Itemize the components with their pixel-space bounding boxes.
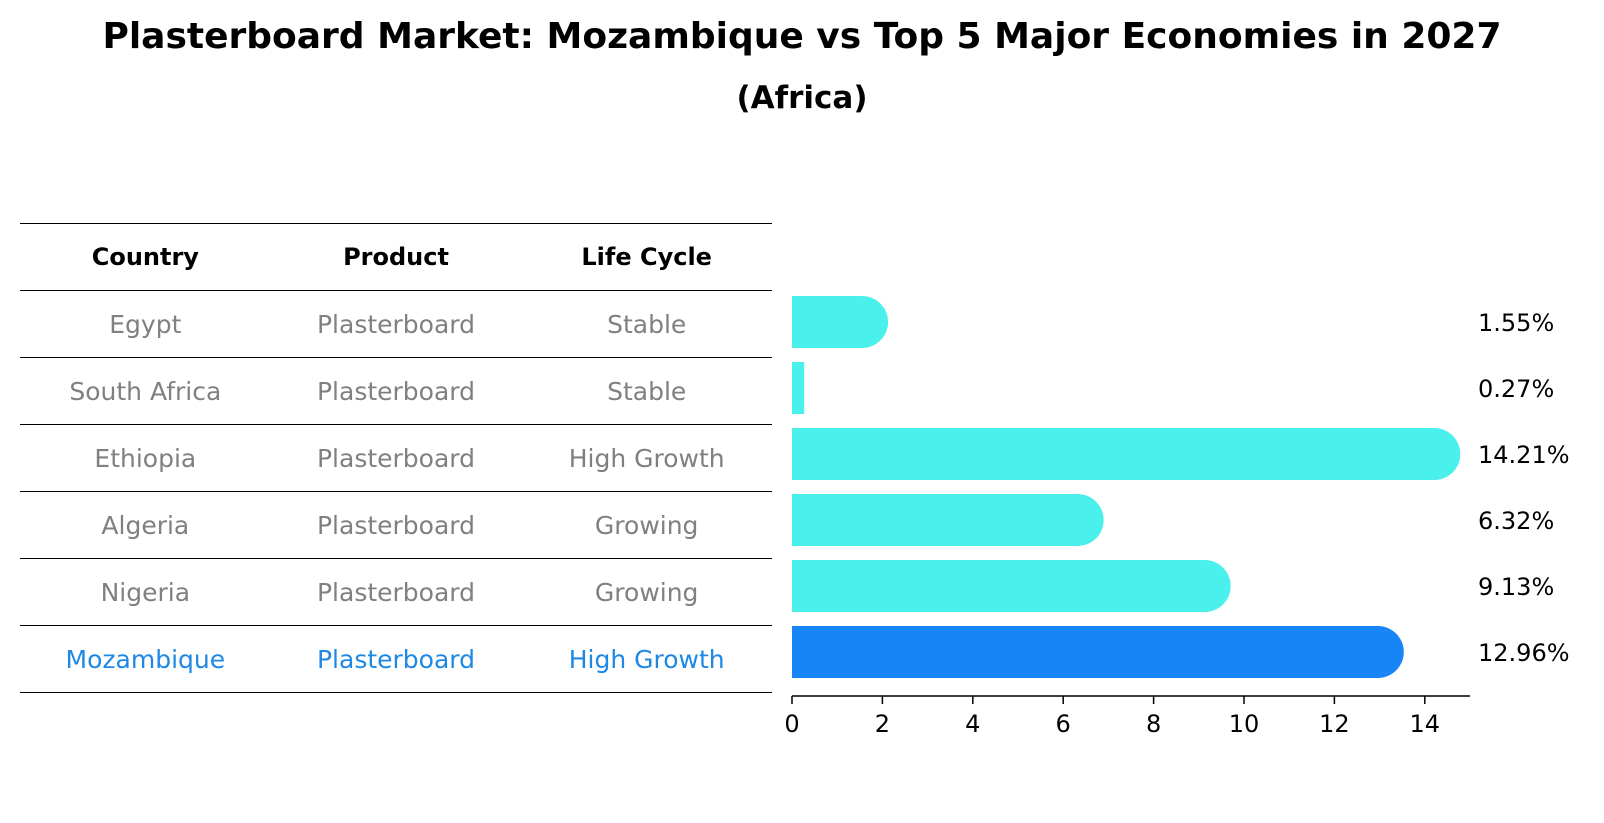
table-header-row: Country Product Life Cycle [20, 223, 772, 290]
x-tick-label: 12 [1319, 710, 1350, 738]
x-tick-label: 0 [784, 710, 799, 738]
cell-country: Algeria [101, 510, 190, 540]
bar-algeria [792, 494, 1104, 546]
cell-life-cycle: Growing [594, 577, 699, 607]
cell-life-cycle: Growing [594, 510, 699, 540]
table-row: Algeria Plasterboard Growing [20, 491, 772, 558]
cell-product: Plasterboard [316, 376, 476, 406]
chart-title: Plasterboard Market: Mozambique vs Top 5… [102, 16, 1502, 57]
value-label: 0.27% [1478, 375, 1554, 403]
header-product: Product [343, 243, 449, 271]
table-row: South Africa Plasterboard Stable [20, 357, 772, 424]
cell-country: Mozambique [65, 644, 226, 674]
cell-country: Nigeria [100, 577, 191, 607]
cell-product: Plasterboard [316, 644, 476, 674]
cell-country: Egypt [109, 309, 182, 339]
value-label: 12.96% [1478, 639, 1570, 667]
value-label: 9.13% [1478, 573, 1554, 601]
table-row: Nigeria Plasterboard Growing [20, 558, 772, 625]
value-label: 6.32% [1478, 507, 1554, 535]
cell-product: Plasterboard [316, 309, 476, 339]
bar-egypt [792, 296, 889, 348]
cell-life-cycle: Stable [607, 376, 687, 406]
cell-country: South Africa [69, 376, 222, 406]
bar-south-africa [792, 362, 805, 414]
table-row: Ethiopia Plasterboard High Growth [20, 424, 772, 491]
cell-life-cycle: High Growth [568, 443, 725, 473]
header-country: Country [91, 243, 199, 271]
cell-product: Plasterboard [316, 577, 476, 607]
x-tick-label: 10 [1229, 710, 1260, 738]
value-label: 14.21% [1478, 441, 1570, 469]
x-tick-label: 14 [1410, 710, 1441, 738]
x-tick-label: 8 [1146, 710, 1161, 738]
bar-nigeria [792, 560, 1231, 612]
cell-life-cycle: Stable [607, 309, 687, 339]
cell-country: Ethiopia [94, 443, 197, 473]
x-tick-label: 2 [875, 710, 890, 738]
bar-mozambique [792, 626, 1404, 678]
table-row: Egypt Plasterboard Stable [20, 290, 772, 357]
country-table: Country Product Life Cycle Egypt Plaster… [20, 223, 772, 693]
cell-product: Plasterboard [316, 443, 476, 473]
x-tick-label: 4 [965, 710, 980, 738]
cell-life-cycle: High Growth [568, 644, 725, 674]
table-row-highlighted: Mozambique Plasterboard High Growth [20, 625, 772, 693]
bar-ethiopia [792, 428, 1461, 480]
chart-subtitle: (Africa) [736, 80, 868, 116]
header-life-cycle: Life Cycle [581, 243, 712, 271]
x-tick-label: 6 [1056, 710, 1071, 738]
value-label: 1.55% [1478, 309, 1554, 337]
cell-product: Plasterboard [316, 510, 476, 540]
